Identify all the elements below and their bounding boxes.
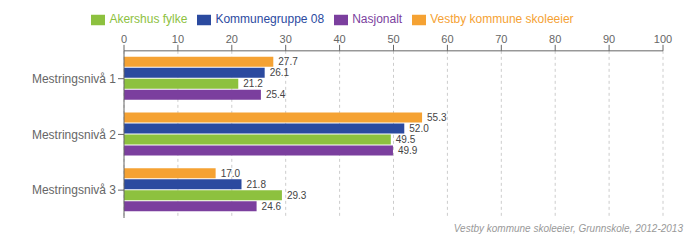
svg-text:80: 80 [549,33,561,45]
svg-text:Mestringsnivå 3: Mestringsnivå 3 [32,183,116,197]
html-text:Akershus fylke: Akershus fylke [109,12,188,26]
svg-text:17.0: 17.0 [221,168,241,179]
svg-text:29.3: 29.3 [287,190,307,201]
svg-text:21.8: 21.8 [247,179,267,190]
svg-text:52.0: 52.0 [409,123,429,134]
svg-text:0: 0 [121,33,127,45]
svg-text:21.2: 21.2 [243,78,263,89]
svg-text:100: 100 [654,33,672,45]
svg-text:49.9: 49.9 [398,145,418,156]
svg-text:50: 50 [387,33,399,45]
svg-text:Mestringsnivå 1: Mestringsnivå 1 [32,72,116,86]
svg-text:70: 70 [495,33,507,45]
svg-text:24.6: 24.6 [262,201,282,212]
svg-text:60: 60 [441,33,453,45]
svg-text:55.3: 55.3 [427,112,447,123]
svg-text:90: 90 [603,33,615,45]
svg-text:49.5: 49.5 [396,134,416,145]
svg-text:Mestringsnivå 2: Mestringsnivå 2 [32,128,116,142]
svg-text:27.7: 27.7 [278,56,298,67]
html-text:Vestby kommune skoleeier, Grun: Vestby kommune skoleeier, Grunnskole, 20… [453,223,683,234]
svg-text:10: 10 [172,33,184,45]
svg-text:20: 20 [226,33,238,45]
html-text:Kommunegruppe 08: Kommunegruppe 08 [215,12,325,26]
html-text:Vestby kommune skoleeier: Vestby kommune skoleeier [430,12,574,26]
svg-text:25.4: 25.4 [266,89,286,100]
html-text:Nasjonalt: Nasjonalt [352,12,403,26]
svg-text:30: 30 [280,33,292,45]
svg-text:40: 40 [333,33,345,45]
svg-text:26.1: 26.1 [270,67,290,78]
